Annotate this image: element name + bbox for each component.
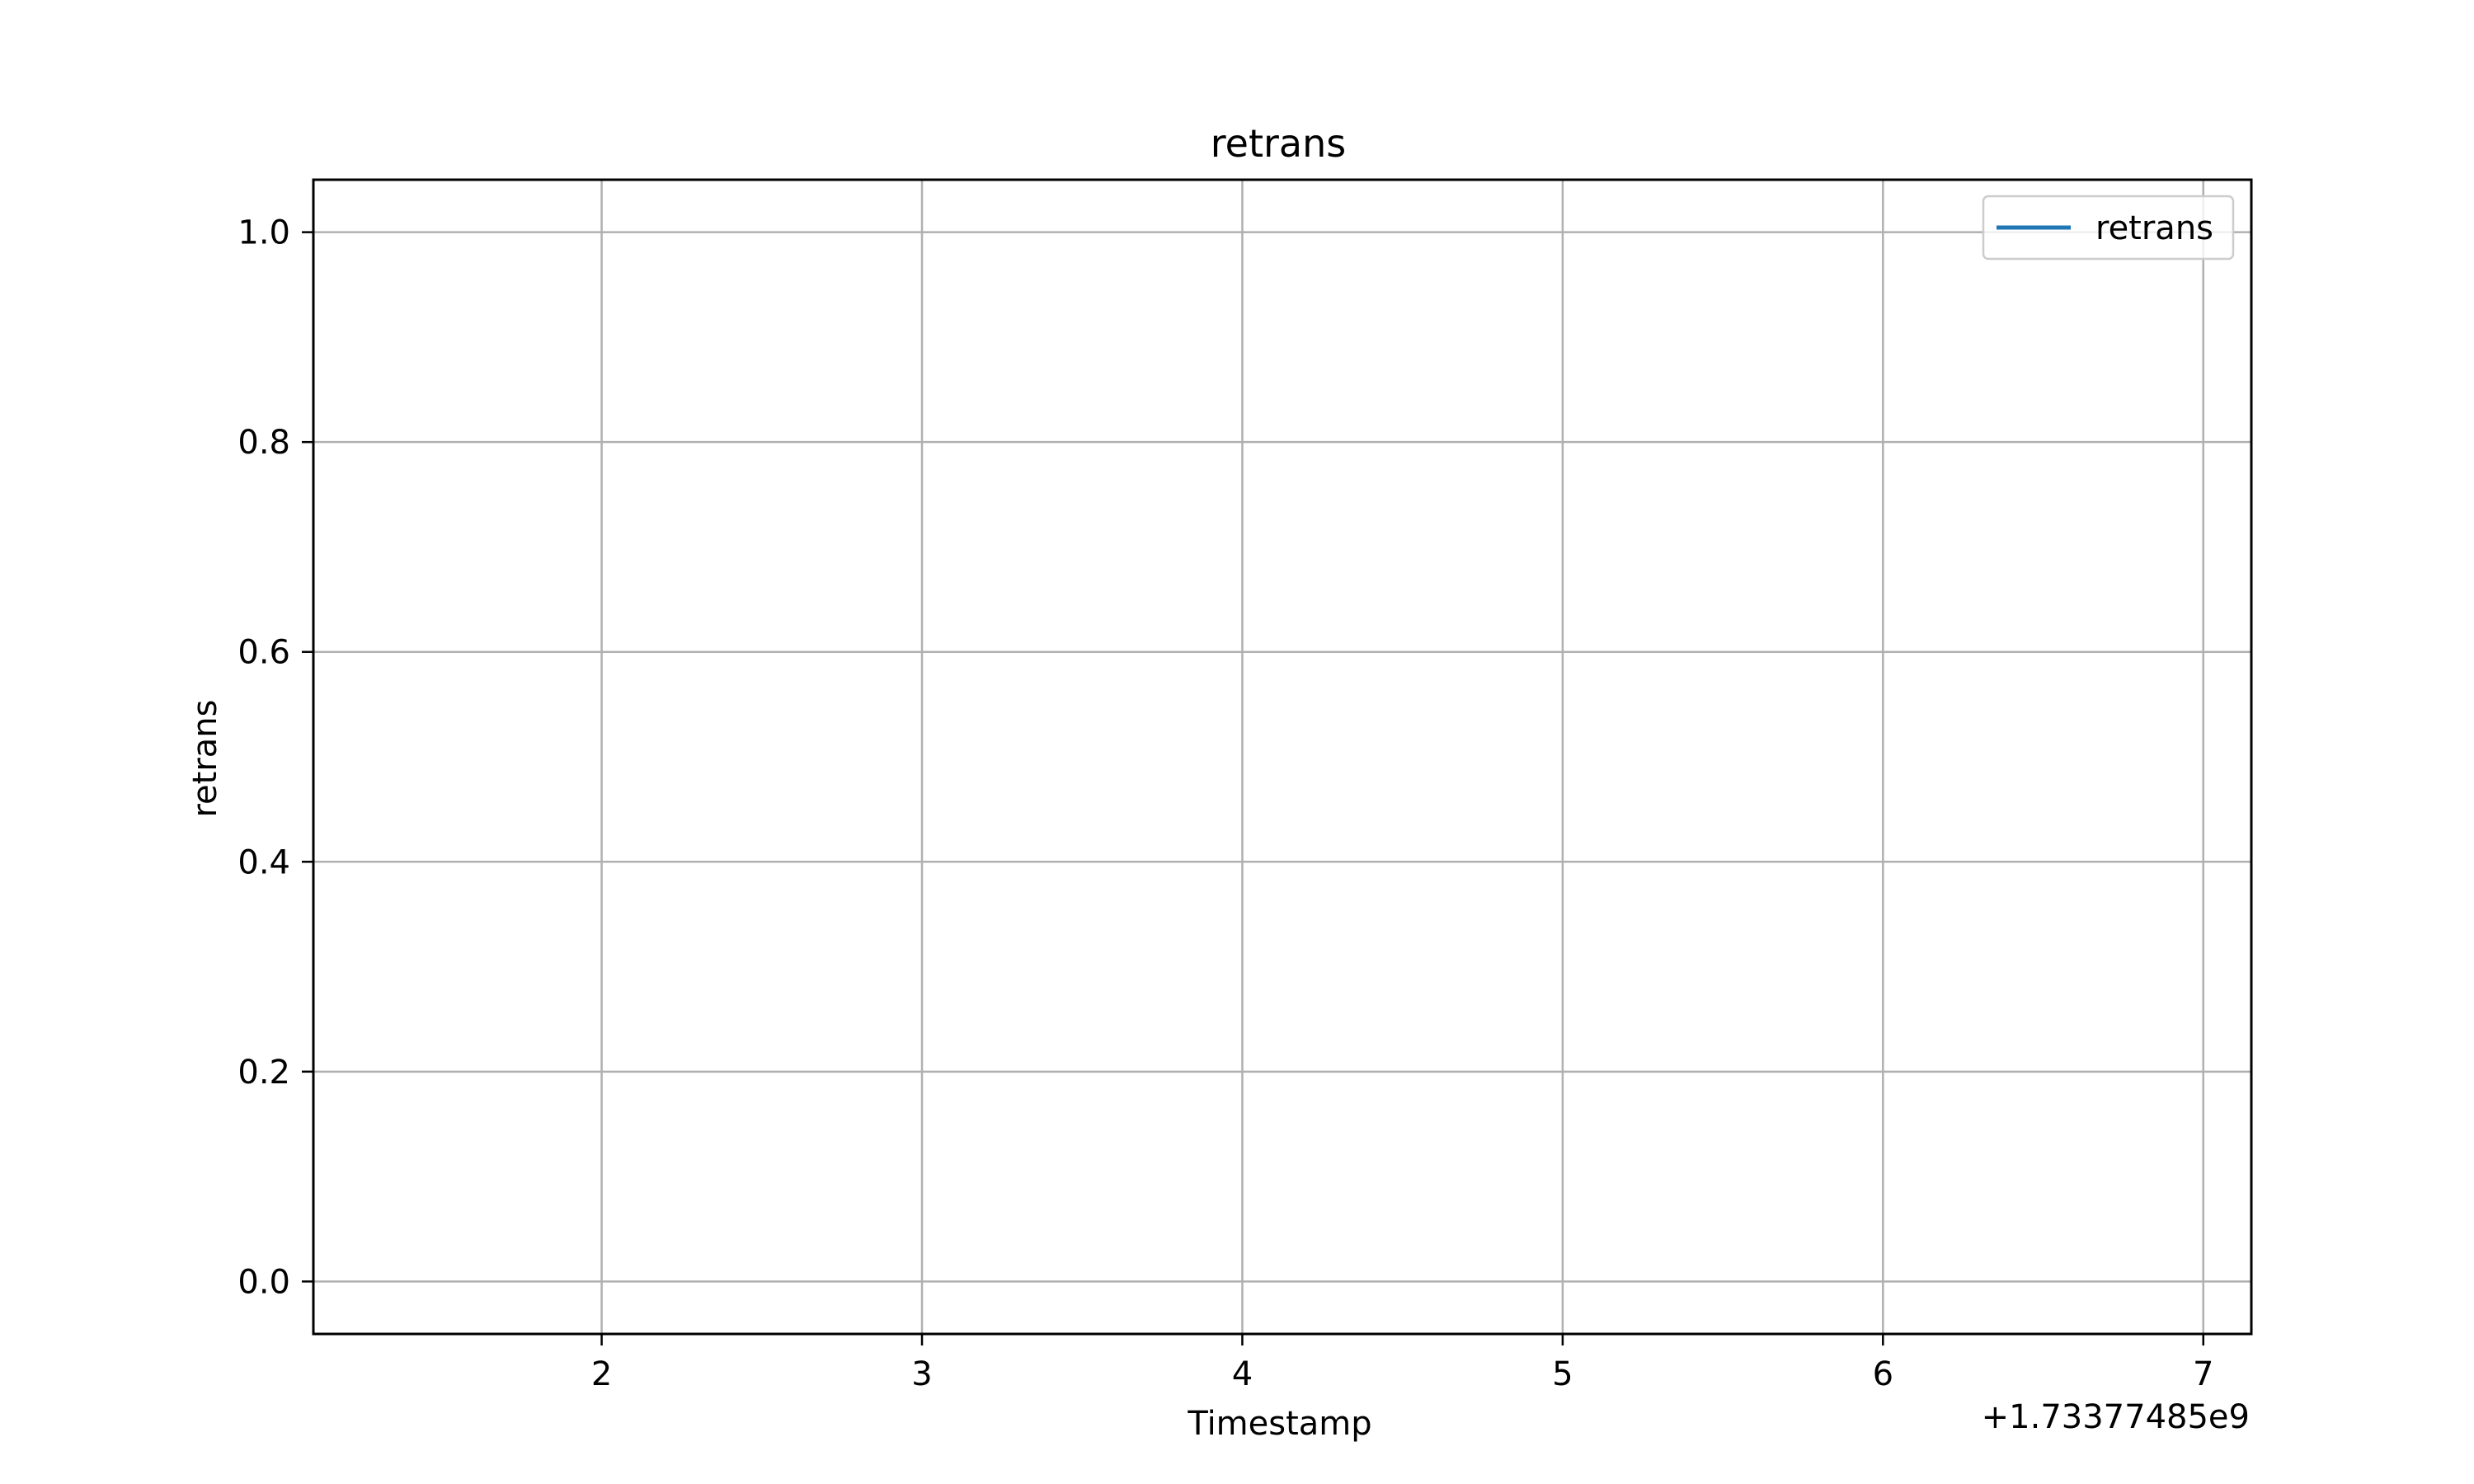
legend-label-retrans: retrans xyxy=(2095,209,2213,247)
y-tick-label: 0.4 xyxy=(238,843,290,881)
grid xyxy=(313,180,2251,1334)
y-tick-label: 0.2 xyxy=(238,1054,290,1092)
y-axis-ticks: 0.0 0.2 0.4 0.6 0.8 1.0 xyxy=(238,214,313,1301)
x-tick-label: 2 xyxy=(591,1355,612,1393)
y-tick-label: 0.8 xyxy=(238,424,290,462)
y-tick-label: 0.0 xyxy=(238,1263,290,1301)
y-tick-label: 0.6 xyxy=(238,634,290,672)
chart-title: retrans xyxy=(1211,121,1346,166)
x-tick-label: 5 xyxy=(1552,1355,1573,1393)
plot-area-frame xyxy=(312,178,2253,1336)
y-axis-label: retrans xyxy=(186,699,224,817)
x-tick-label: 3 xyxy=(911,1355,932,1393)
x-tick-label: 4 xyxy=(1232,1355,1253,1393)
legend: retrans xyxy=(1982,195,2235,261)
legend-frame xyxy=(1982,195,2235,261)
y-tick-label: 1.0 xyxy=(238,214,290,252)
x-tick-label: 6 xyxy=(1873,1355,1893,1393)
x-axis-label: Timestamp xyxy=(1187,1405,1371,1443)
x-axis-offset-label: +1.73377485e9 xyxy=(1982,1398,2250,1436)
x-tick-label: 7 xyxy=(2193,1355,2213,1393)
x-axis-ticks: 2 3 4 5 6 7 xyxy=(591,1334,2213,1393)
